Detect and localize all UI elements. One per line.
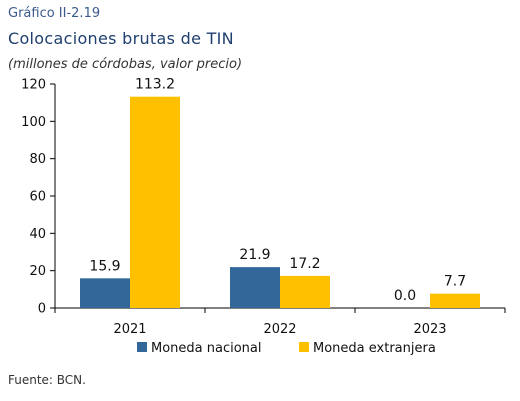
y-tick-label: 40 bbox=[29, 227, 46, 242]
data-label: 15.9 bbox=[89, 258, 120, 274]
data-label: 0.0 bbox=[394, 288, 416, 304]
legend-label: Moneda extranjera bbox=[313, 341, 436, 356]
legend-label: Moneda nacional bbox=[151, 341, 262, 356]
bar-extranjera bbox=[130, 96, 180, 309]
bar-nacional bbox=[230, 267, 280, 308]
y-tick-label: 60 bbox=[29, 190, 46, 205]
data-label: 113.2 bbox=[135, 77, 175, 93]
bar-extranjera bbox=[430, 293, 480, 308]
y-tick-label: 20 bbox=[29, 264, 46, 279]
chart-subtitle: (millones de córdobas, valor precio) bbox=[8, 57, 243, 72]
data-label: 7.7 bbox=[444, 274, 466, 290]
legend-swatch bbox=[137, 342, 147, 352]
x-tick-label: 2023 bbox=[413, 322, 446, 337]
data-label: 17.2 bbox=[289, 256, 320, 272]
bar-nacional bbox=[80, 278, 130, 308]
y-tick-label: 80 bbox=[29, 152, 46, 167]
data-label: 21.9 bbox=[239, 247, 270, 263]
chart-source: Fuente: BCN. bbox=[8, 373, 86, 387]
x-tick-label: 2021 bbox=[113, 322, 146, 337]
chart-title: Colocaciones brutas de TIN bbox=[8, 29, 234, 48]
y-tick-label: 100 bbox=[21, 115, 46, 130]
x-tick-label: 2022 bbox=[263, 322, 296, 337]
chart-kicker: Gráfico II-2.19 bbox=[8, 6, 101, 21]
bar-extranjera bbox=[280, 275, 330, 308]
y-tick-label: 0 bbox=[38, 302, 46, 317]
legend-swatch bbox=[299, 342, 309, 352]
y-tick-label: 120 bbox=[21, 78, 46, 93]
